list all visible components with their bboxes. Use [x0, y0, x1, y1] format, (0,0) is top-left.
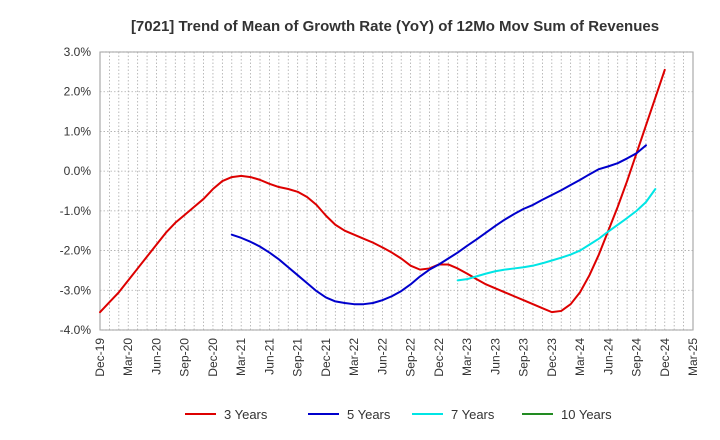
x-tick-label: Jun-20: [149, 338, 163, 375]
x-tick-label: Jun-21: [262, 338, 276, 375]
x-tick-label: Mar-20: [121, 338, 135, 376]
x-tick-label: Sep-24: [630, 338, 644, 377]
series-line-3-years: [99, 68, 666, 314]
series-line-7-years: [456, 188, 657, 282]
y-tick-label: 3.0%: [64, 45, 92, 59]
x-tick-label: Dec-24: [658, 338, 672, 377]
x-tick-label: Mar-23: [460, 338, 474, 376]
x-tick-label: Sep-21: [291, 338, 305, 377]
plot-border: [99, 51, 694, 331]
y-tick-label: -4.0%: [60, 323, 92, 337]
x-tick-label: Jun-22: [375, 338, 389, 375]
x-tick-label: Mar-24: [573, 338, 587, 376]
legend-label: 7 Years: [451, 407, 495, 422]
x-tick-label: Dec-19: [93, 338, 107, 377]
y-tick-label: -3.0%: [60, 283, 92, 297]
y-tick-label: -2.0%: [60, 244, 92, 258]
x-tick-label: Jun-23: [488, 338, 502, 375]
x-tick-label: Mar-21: [234, 338, 248, 376]
x-tick-label: Sep-23: [517, 338, 531, 377]
chart-title: [7021] Trend of Mean of Growth Rate (YoY…: [131, 18, 659, 35]
x-tick-label: Mar-25: [686, 338, 700, 376]
x-tick-label: Jun-24: [601, 338, 615, 375]
legend: 3 Years 5 Years 7 Years 10 Years: [185, 407, 612, 422]
x-tick-label: Sep-22: [404, 338, 418, 377]
series-line-5-years: [230, 144, 647, 306]
x-tick-label: Sep-20: [178, 338, 192, 377]
x-tick-label: Dec-21: [319, 338, 333, 377]
series-lines: [99, 68, 666, 314]
x-tick-label: Dec-20: [206, 338, 220, 377]
y-tick-label: 1.0%: [64, 124, 92, 138]
y-tick-label: 2.0%: [64, 85, 92, 99]
x-tick-label: Dec-22: [432, 338, 446, 377]
y-tick-label: 0.0%: [64, 164, 92, 178]
x-tick-label: Dec-23: [545, 338, 559, 377]
x-tick-label: Mar-22: [347, 338, 361, 376]
y-tick-label: -1.0%: [60, 204, 92, 218]
grid: [99, 51, 694, 331]
legend-label: 10 Years: [561, 407, 612, 422]
legend-label: 5 Years: [347, 407, 391, 422]
axes: 3.0%2.0%1.0%0.0%-1.0%-2.0%-3.0%-4.0%Dec-…: [60, 45, 700, 377]
legend-label: 3 Years: [224, 407, 268, 422]
